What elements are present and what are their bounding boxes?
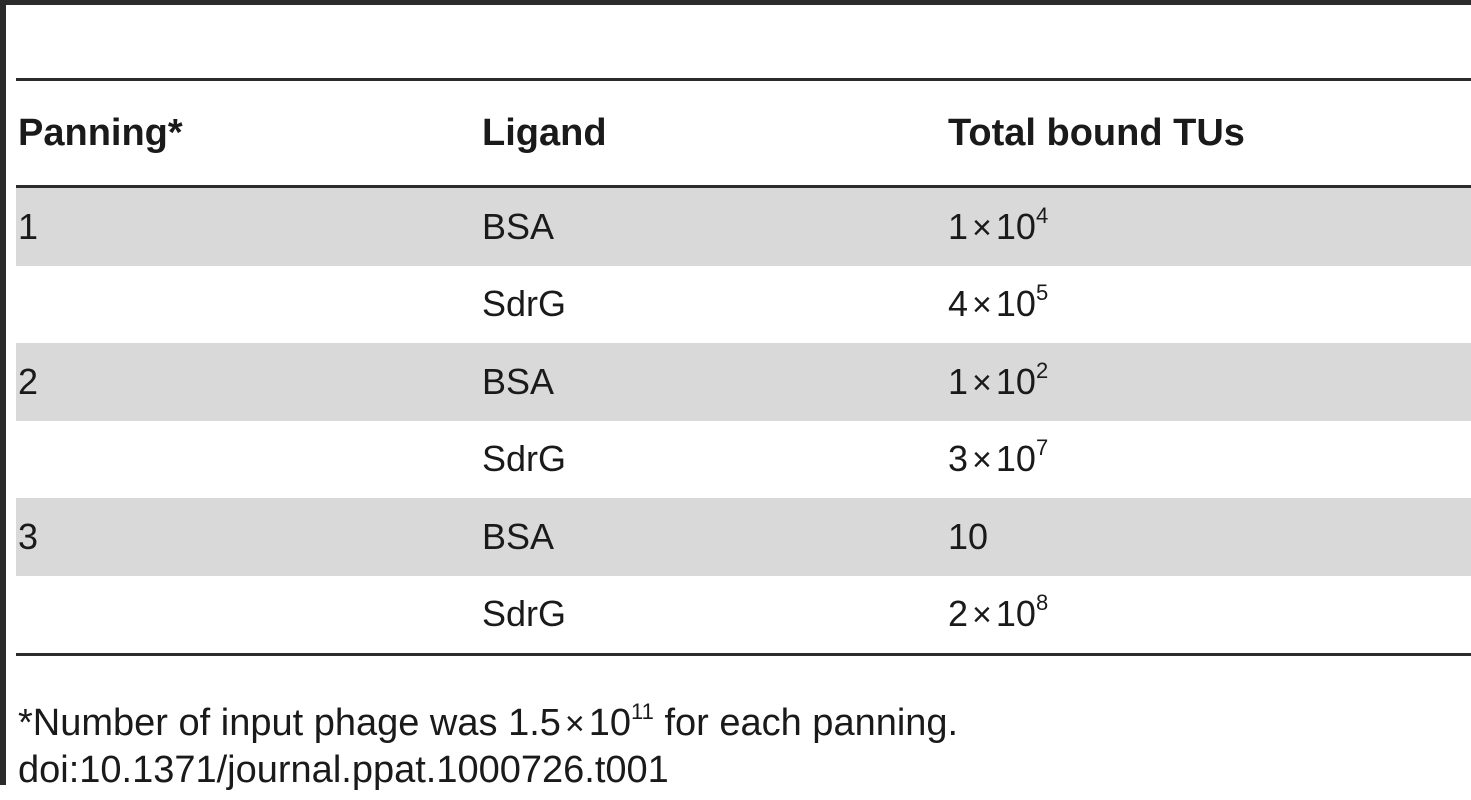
value-base: 10 <box>995 360 1036 402</box>
times-sign: × <box>972 208 992 247</box>
times-sign: × <box>972 441 992 480</box>
cell-panning: 2 <box>18 360 39 402</box>
value-base: 10 <box>995 438 1036 480</box>
times-sign: × <box>972 286 992 325</box>
left-border <box>0 0 6 785</box>
cell-panning: 3 <box>18 515 39 557</box>
cell-total-bound: 1 × 102 <box>948 357 1471 403</box>
table-row: SdrG 4 × 105 <box>16 266 1471 344</box>
header-total-bound: Total bound TUs <box>948 111 1245 154</box>
footnote-text-after: for each panning. <box>653 702 959 744</box>
value-exponent: 4 <box>1035 202 1049 228</box>
times-sign: × <box>972 363 992 402</box>
table-footnote: *Number of input phage was 1.5 × 1011 for … <box>18 700 958 793</box>
cell-ligand: SdrG <box>482 283 567 325</box>
value-coefficient: 1 <box>948 205 969 247</box>
cell-ligand: SdrG <box>482 438 567 480</box>
times-sign: × <box>564 705 585 743</box>
value-exponent: 2 <box>1035 357 1049 383</box>
value-exponent: 7 <box>1035 435 1049 461</box>
cell-ligand: BSA <box>482 515 555 557</box>
value-coefficient: 3 <box>948 438 969 480</box>
cell-total-bound: 10 <box>948 515 989 557</box>
cell-ligand: SdrG <box>482 593 567 635</box>
value-base: 10 <box>995 283 1036 325</box>
table-row: 2 BSA 1 × 102 <box>16 343 1471 421</box>
cell-ligand: BSA <box>482 205 555 247</box>
times-sign: × <box>972 596 992 635</box>
value-base: 10 <box>995 593 1036 635</box>
table-bottom-rule <box>16 653 1471 656</box>
value-base: 10 <box>995 205 1036 247</box>
top-border <box>0 0 1471 5</box>
footnote-base: 10 <box>588 702 632 744</box>
value-exponent: 8 <box>1035 590 1049 616</box>
footnote-exponent: 11 <box>631 699 654 724</box>
cell-ligand: BSA <box>482 360 555 402</box>
cell-total-bound: 4 × 105 <box>948 280 1471 325</box>
table-row: SdrG 3 × 107 <box>16 421 1471 499</box>
value-exponent: 5 <box>1035 280 1049 306</box>
data-table: Panning* Ligand Total bound TUs 1 BSA 1 ×… <box>16 78 1471 656</box>
value-coefficient: 2 <box>948 593 969 635</box>
cell-total-bound: 3 × 107 <box>948 435 1471 480</box>
table-top-rule <box>16 78 1471 81</box>
header-ligand: Ligand <box>482 111 607 154</box>
value-coefficient: 4 <box>948 283 969 325</box>
header-panning: Panning* <box>18 111 183 154</box>
value-coefficient: 1 <box>948 360 969 402</box>
doi-line: doi:10.1371/journal.ppat.1000726.t001 <box>18 749 669 791</box>
footnote-line: *Number of input phage was 1.5 × 1011 for … <box>18 700 958 747</box>
table-header-rule <box>16 185 1471 188</box>
cell-total-bound: 2 × 108 <box>948 590 1471 635</box>
footnote-text-before: *Number of input phage was 1.5 <box>18 702 561 744</box>
table-row: 3 BSA 10 <box>16 498 1471 576</box>
cell-total-bound: 1 × 104 <box>948 202 1471 248</box>
table-row: SdrG 2 × 108 <box>16 576 1471 654</box>
cell-panning: 1 <box>18 205 39 247</box>
table-header-row: Panning* Ligand Total bound TUs <box>16 81 1471 185</box>
table-row: 1 BSA 1 × 104 <box>16 188 1471 266</box>
